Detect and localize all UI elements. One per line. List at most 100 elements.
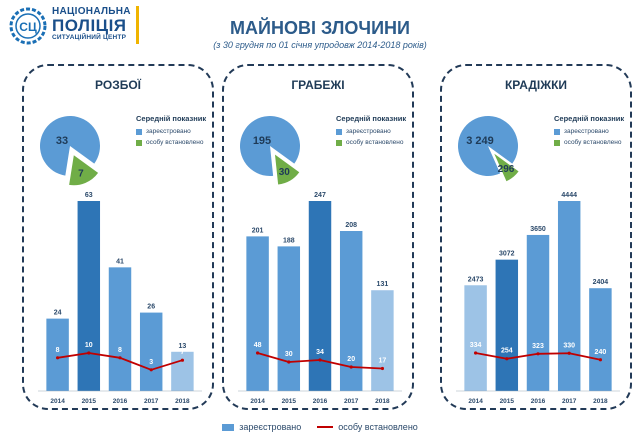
pie-slice-established bbox=[494, 153, 519, 182]
panel-theft-open: ГРАБЕЖІ 195 30 Середній показник зареєстр… bbox=[222, 64, 414, 410]
logo-line3: СИТУАЦІЙНИЙ ЦЕНТР bbox=[52, 34, 127, 41]
bar-registered bbox=[371, 290, 394, 391]
line-value-label: 323 bbox=[532, 343, 544, 350]
bar-value-label: 63 bbox=[85, 192, 93, 199]
line-point bbox=[56, 356, 60, 360]
x-tick-label: 2015 bbox=[282, 398, 297, 405]
line-point bbox=[87, 351, 91, 355]
legend-swatch bbox=[136, 140, 142, 146]
legend-row-established: особу встановлено bbox=[554, 139, 634, 146]
line-value-label: 3 bbox=[149, 359, 153, 366]
x-tick-label: 2017 bbox=[144, 398, 159, 405]
x-tick-label: 2014 bbox=[468, 398, 483, 405]
x-tick-label: 2017 bbox=[562, 398, 577, 405]
header: СЦ НАЦІОНАЛЬНА ПОЛІЦІЯ СИТУАЦІЙНИЙ ЦЕНТР… bbox=[0, 0, 640, 56]
line-point bbox=[256, 351, 260, 355]
legend-row-registered: зареєстровано bbox=[136, 128, 216, 135]
bar-registered bbox=[139, 312, 163, 391]
pie-slice-registered bbox=[40, 116, 100, 176]
line-point bbox=[474, 351, 478, 355]
pie-legend: Середній показник зареєстровано особу вс… bbox=[136, 114, 216, 150]
legend-label: зареєстровано bbox=[346, 128, 391, 135]
x-tick-label: 2014 bbox=[250, 398, 265, 405]
legend-row-established: особу встановлено bbox=[136, 139, 216, 146]
line-value-label: 330 bbox=[563, 342, 575, 349]
panel-title: КРАДІЖКИ bbox=[504, 78, 568, 92]
bar-value-label: 208 bbox=[345, 222, 357, 229]
x-tick-label: 2014 bbox=[50, 398, 65, 405]
panel-theft: КРАДІЖКИ 3 249 296 Середній показник заре… bbox=[440, 64, 632, 410]
legend-label: зареєстровано bbox=[564, 128, 609, 135]
line-point bbox=[318, 358, 322, 362]
police-logo-icon: СЦ bbox=[9, 7, 47, 45]
line-swatch bbox=[317, 426, 334, 428]
bar-value-label: 201 bbox=[252, 227, 264, 234]
line-value-label: 48 bbox=[254, 342, 262, 349]
bar-registered bbox=[589, 288, 612, 391]
page-title: МАЙНОВІ ЗЛОЧИНИ bbox=[230, 18, 410, 38]
bar-registered bbox=[77, 201, 101, 391]
bottom-legend-label: особу встановлено bbox=[338, 422, 418, 432]
legend-label: особу встановлено bbox=[564, 139, 622, 146]
bar-registered bbox=[339, 231, 363, 391]
bar-value-label: 188 bbox=[283, 237, 295, 244]
line-point bbox=[536, 352, 540, 356]
line-point bbox=[149, 368, 153, 372]
bar-value-label: 24 bbox=[54, 310, 62, 317]
legend-head: Середній показник bbox=[136, 114, 207, 123]
bottom-legend-registered: зареєстровано bbox=[222, 422, 301, 432]
pie-slice-registered bbox=[458, 116, 518, 176]
panel-robbery: РОЗБОЇ 33 7 Середній показник зареєстрова… bbox=[22, 64, 214, 410]
bar-value-label: 4444 bbox=[561, 192, 577, 199]
x-tick-label: 2017 bbox=[344, 398, 359, 405]
bar-registered bbox=[464, 285, 487, 391]
pie-legend: Середній показник зареєстровано особу вс… bbox=[554, 114, 634, 150]
bar-chart: 2473 2014 334 3072 2015 254 3650 2016 323 4444 201… bbox=[456, 192, 620, 405]
pie-label-registered: 3 249 bbox=[466, 135, 494, 147]
line-value-label: 30 bbox=[285, 351, 293, 358]
bar-registered bbox=[526, 234, 550, 391]
logo-text: НАЦІОНАЛЬНА ПОЛІЦІЯ СИТУАЦІЙНИЙ ЦЕНТР bbox=[52, 7, 131, 42]
pie-label-established: 296 bbox=[498, 164, 515, 175]
legend-swatch bbox=[336, 129, 342, 135]
line-point bbox=[380, 366, 384, 371]
x-tick-label: 2015 bbox=[500, 398, 515, 405]
x-tick-label: 2018 bbox=[375, 398, 390, 405]
x-tick-label: 2018 bbox=[593, 398, 608, 405]
line-point bbox=[598, 358, 602, 362]
x-tick-label: 2016 bbox=[313, 398, 328, 405]
logo-line1: НАЦІОНАЛЬНА bbox=[52, 6, 131, 17]
bar-value-label: 41 bbox=[116, 258, 124, 265]
legend-label: особу встановлено bbox=[346, 139, 404, 146]
pie-label-registered: 195 bbox=[253, 135, 271, 147]
pie-slice-registered bbox=[240, 116, 300, 176]
bottom-legend-label: зареєстровано bbox=[239, 422, 302, 432]
pie-label-established: 7 bbox=[78, 168, 84, 179]
bottom-legend-established: особу встановлено bbox=[317, 422, 418, 432]
panel-title: ГРАБЕЖІ bbox=[291, 78, 345, 92]
legend-head: Середній показник bbox=[554, 114, 625, 123]
legend-row-registered: зареєстровано bbox=[336, 128, 416, 135]
bar-value-label: 2404 bbox=[593, 279, 609, 286]
line-point bbox=[287, 360, 291, 364]
x-tick-label: 2018 bbox=[175, 398, 190, 405]
line-value-label: 7 bbox=[180, 349, 184, 356]
bar-registered bbox=[171, 351, 194, 391]
legend-head: Середній показник bbox=[336, 114, 407, 123]
legend-label: зареєстровано bbox=[146, 128, 191, 135]
line-value-label: 34 bbox=[316, 349, 324, 356]
average-pie: 33 7 bbox=[40, 116, 100, 186]
legend-swatch bbox=[336, 140, 342, 146]
pie-slice-established bbox=[69, 155, 99, 186]
legend-row-registered: зареєстровано bbox=[554, 128, 634, 135]
logo-short: СЦ bbox=[19, 20, 37, 34]
line-value-label: 334 bbox=[470, 342, 482, 349]
bar-swatch bbox=[222, 423, 235, 431]
page-subtitle: (з 30 грудня по 01 січня упродовж 2014-2… bbox=[213, 40, 427, 50]
legend-swatch bbox=[554, 129, 560, 135]
legend-swatch bbox=[554, 140, 560, 146]
bar-value-label: 2473 bbox=[468, 276, 484, 283]
bar-chart: 201 2014 48 188 2015 30 247 2016 34 208 2017 20 131 2… bbox=[238, 192, 402, 405]
line-value-label: 17 bbox=[379, 358, 387, 365]
bar-registered bbox=[246, 236, 269, 391]
